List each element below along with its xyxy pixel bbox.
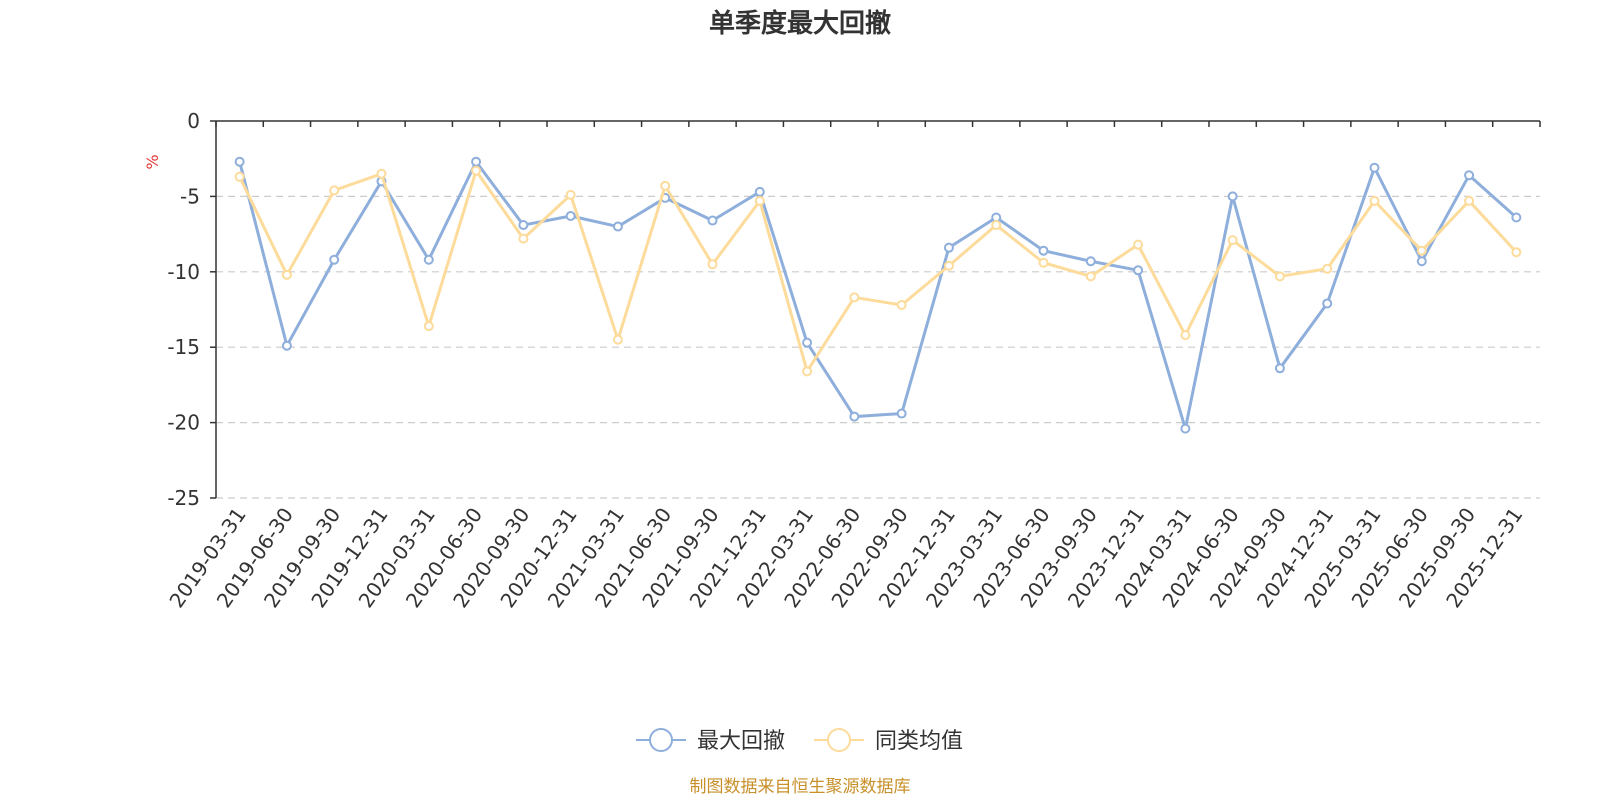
y-tick-label: -15 [167, 335, 200, 359]
data-point [849, 411, 860, 422]
legend-item-1[interactable]: 最大回撤 [636, 728, 785, 754]
data-point [802, 337, 813, 348]
data-point [1511, 247, 1522, 258]
data-point [1133, 239, 1144, 250]
data-point [1227, 191, 1238, 202]
data-point [1369, 162, 1380, 173]
data-point [1085, 271, 1096, 282]
data-point [1274, 271, 1285, 282]
legend-marker [649, 728, 673, 752]
data-point [707, 259, 718, 270]
data-point [1369, 195, 1380, 206]
data-point [329, 185, 340, 196]
data-point [707, 215, 718, 226]
data-point [329, 254, 340, 265]
data-point [896, 299, 907, 310]
data-point [612, 334, 623, 345]
legend-label: 最大回撤 [697, 729, 785, 754]
series-2 [234, 165, 1522, 377]
data-point [471, 165, 482, 176]
y-tick-label: -10 [167, 260, 200, 284]
data-point [754, 186, 765, 197]
series-line [238, 160, 1518, 431]
data-point [1464, 195, 1475, 206]
series-lines [234, 156, 1522, 434]
data-point [471, 156, 482, 167]
data-point [896, 408, 907, 419]
source-note: 制图数据来自恒生聚源数据库 [690, 777, 911, 797]
data-point [1133, 265, 1144, 276]
data-point [1322, 298, 1333, 309]
data-point [1227, 235, 1238, 246]
data-point [1464, 170, 1475, 181]
data-point [660, 180, 671, 191]
x-tick-labels: 2019-03-312019-06-302019-09-302019-12-31… [164, 503, 1527, 612]
data-point [1038, 257, 1049, 268]
axes [210, 120, 1541, 499]
data-point [518, 220, 529, 231]
data-point [754, 195, 765, 206]
data-point [1180, 423, 1191, 434]
y-tick-labels: 0 -5 -10 -15 -20 -25 [167, 109, 200, 510]
data-point [1274, 363, 1285, 374]
data-point [1416, 256, 1427, 267]
legend-item-2[interactable]: 同类均值 [814, 728, 963, 754]
data-point [565, 211, 576, 222]
series-line [238, 169, 1518, 373]
data-point [943, 242, 954, 253]
y-axis-unit: % [143, 154, 162, 169]
data-point [943, 260, 954, 271]
data-point [1511, 212, 1522, 223]
data-point [376, 168, 387, 179]
data-point [1322, 263, 1333, 274]
y-tick-label: -25 [167, 486, 200, 510]
data-point [281, 340, 292, 351]
data-point [849, 292, 860, 303]
data-point [423, 321, 434, 332]
data-point [1038, 245, 1049, 256]
data-point [802, 366, 813, 377]
data-point [1416, 245, 1427, 256]
legend-label: 同类均值 [875, 729, 963, 754]
data-point [281, 269, 292, 280]
grid-lines [216, 195, 1540, 499]
legend-marker [827, 728, 851, 752]
data-point [1085, 256, 1096, 267]
data-point [234, 156, 245, 167]
data-point [1180, 330, 1191, 341]
y-tick-label: 0 [187, 109, 200, 133]
data-point [565, 189, 576, 200]
chart-title: 单季度最大回撤 [709, 8, 891, 39]
legend[interactable]: 最大回撤 同类均值 [636, 728, 963, 754]
y-tick-label: -5 [180, 184, 200, 208]
data-point [423, 254, 434, 265]
data-point [518, 233, 529, 244]
y-tick-label: -20 [167, 411, 200, 435]
series-1 [234, 156, 1522, 434]
data-point [234, 171, 245, 182]
data-point [991, 220, 1002, 231]
data-point [612, 221, 623, 232]
